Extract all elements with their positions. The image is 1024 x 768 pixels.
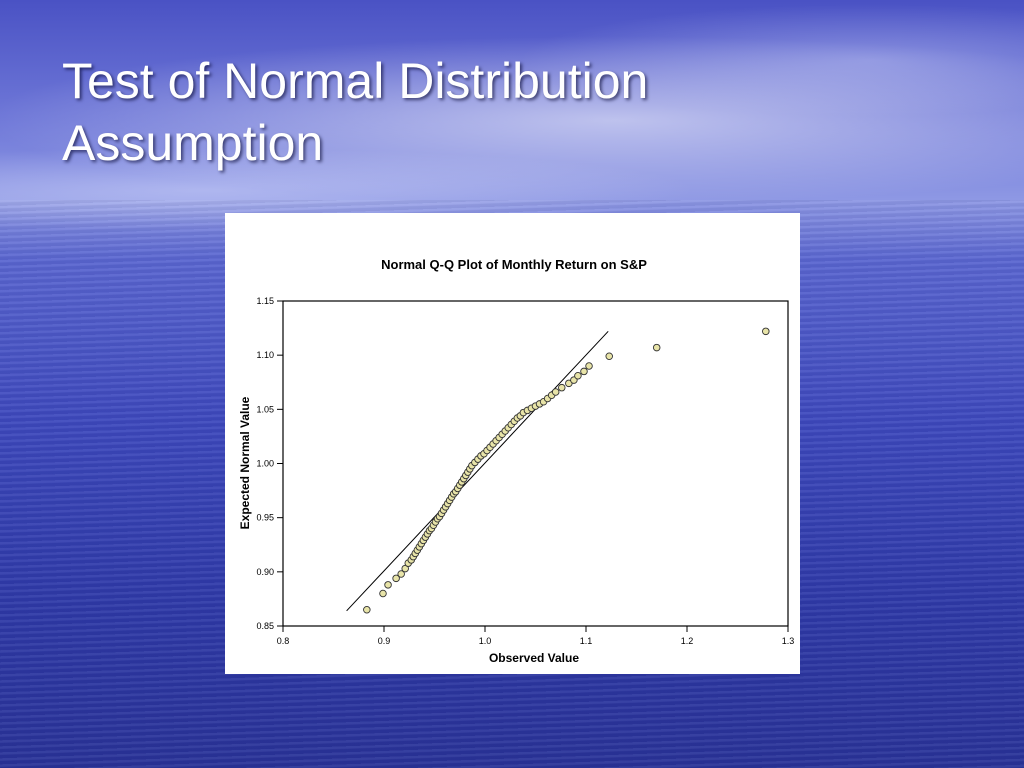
qq-point	[397, 570, 405, 578]
qq-point	[574, 371, 582, 380]
slide-title-line-2: Assumption	[62, 115, 324, 171]
data-points	[363, 327, 770, 614]
x-tick-label: 1.1	[580, 636, 593, 646]
qq-point	[652, 343, 661, 352]
qq-point	[580, 367, 588, 376]
y-tick-label: 1.05	[256, 404, 274, 414]
qq-point	[392, 574, 400, 583]
y-axis-label: Expected Normal Value	[238, 396, 252, 529]
qq-point	[384, 581, 392, 589]
y-tick-label: 1.10	[256, 350, 274, 360]
x-tick-label: 0.8	[277, 636, 290, 646]
x-axis-label: Observed Value	[489, 651, 579, 665]
qq-point	[379, 589, 387, 598]
qq-point	[363, 606, 371, 614]
chart-title: Normal Q-Q Plot of Monthly Return on S&P	[381, 257, 647, 272]
qq-point	[558, 383, 566, 392]
qq-point	[585, 362, 593, 370]
qq-point	[551, 388, 560, 396]
y-tick-label: 1.00	[256, 459, 274, 469]
qq-point	[605, 352, 613, 360]
y-tick-label: 0.90	[256, 567, 274, 577]
slide-title: Test of Normal Distribution Assumption	[62, 50, 648, 174]
plot-frame	[282, 300, 789, 627]
y-tick-label: 0.95	[256, 513, 274, 523]
qq-plot-panel: Normal Q-Q Plot of Monthly Return on S&P…	[225, 213, 800, 674]
x-tick-label: 1.3	[782, 636, 795, 646]
x-tick-label: 1.2	[681, 636, 694, 646]
qq-plot-chart: Normal Q-Q Plot of Monthly Return on S&P…	[238, 257, 795, 665]
reference-line	[346, 330, 609, 612]
x-axis-ticks: 0.8 0.9 1.0 1.1 1.2 1.3	[277, 626, 795, 646]
y-tick-label: 0.85	[256, 621, 274, 631]
qq-point	[762, 327, 770, 336]
slide-title-line-1: Test of Normal Distribution	[62, 53, 649, 109]
y-tick-label: 1.15	[256, 296, 274, 306]
x-tick-label: 1.0	[479, 636, 492, 646]
x-tick-label: 0.9	[378, 636, 391, 646]
y-axis-ticks: 0.85 0.90 0.95 1.00 1.05 1.10 1.15	[256, 296, 283, 631]
